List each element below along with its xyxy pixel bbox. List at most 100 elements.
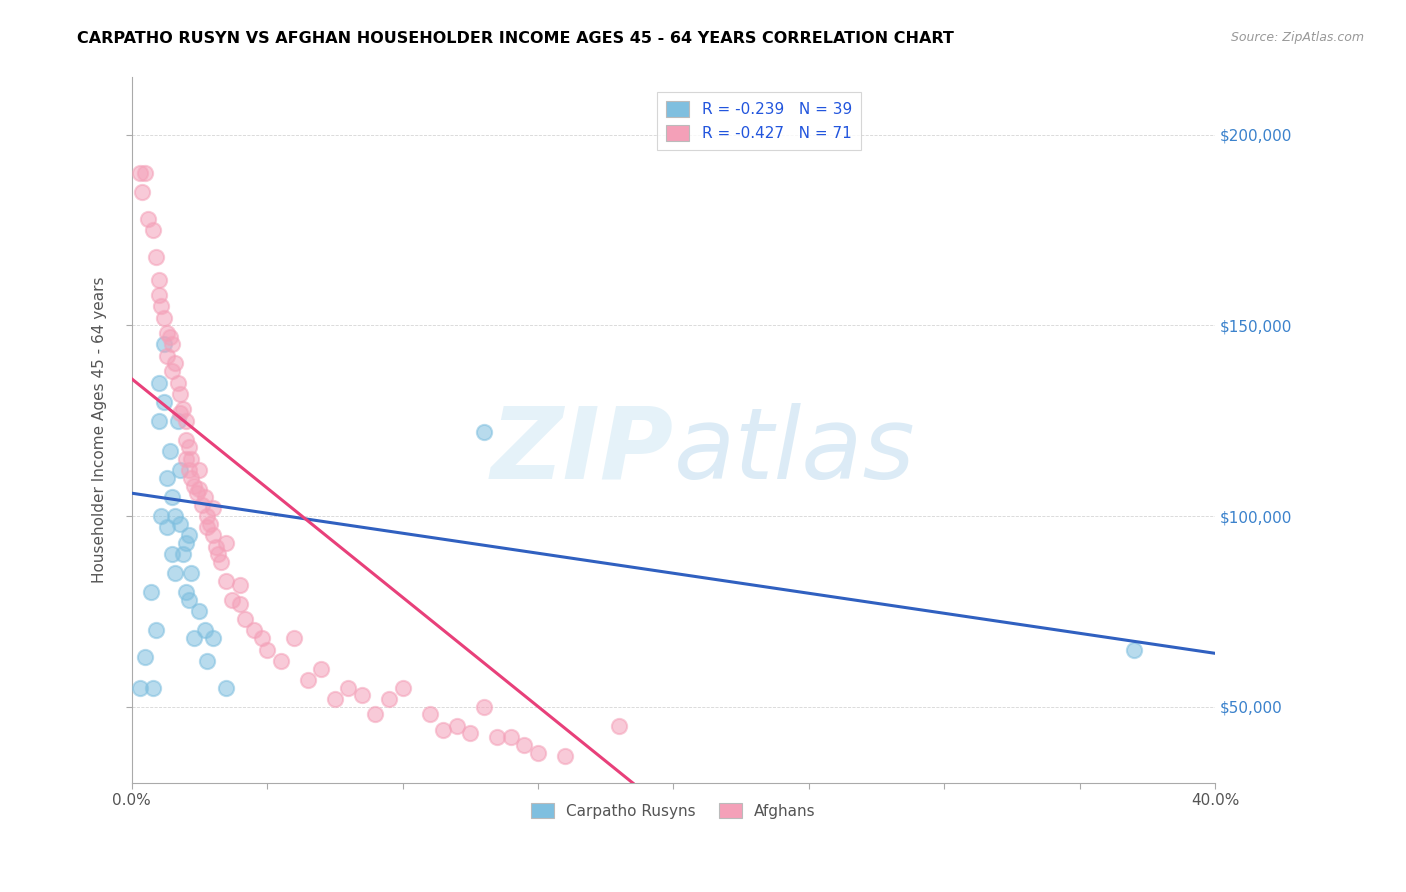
Point [162,547,184,561]
Point [209,555,232,569]
Point [201,501,224,516]
Point [527,746,550,760]
Point [242,624,264,638]
Point [204,540,226,554]
Point [235,612,257,626]
Point [150,509,173,524]
Point [323,692,346,706]
Point [283,631,305,645]
Point [134,166,156,180]
Text: CARPATHO RUSYN VS AFGHAN HOUSEHOLDER INCOME AGES 45 - 64 YEARS CORRELATION CHART: CARPATHO RUSYN VS AFGHAN HOUSEHOLDER INC… [77,31,955,46]
Text: ZIP: ZIP [491,403,673,500]
Point [180,471,202,485]
Point [215,535,238,549]
Point [156,520,179,534]
Point [177,463,200,477]
Point [554,749,576,764]
Point [183,631,205,645]
Point [364,707,387,722]
Point [148,272,170,286]
Point [215,574,238,588]
Point [128,681,150,695]
Point [207,547,229,561]
Point [169,463,191,477]
Point [166,376,188,390]
Point [446,719,468,733]
Point [159,330,181,344]
Point [607,719,630,733]
Point [194,624,217,638]
Point [174,433,197,447]
Point [180,566,202,581]
Point [186,486,208,500]
Point [200,516,222,531]
Point [256,642,278,657]
Point [297,673,319,687]
Point [159,444,181,458]
Point [162,490,184,504]
Point [142,223,165,237]
Point [499,731,522,745]
Point [145,624,167,638]
Point [311,662,333,676]
Text: Source: ZipAtlas.com: Source: ZipAtlas.com [1230,31,1364,45]
Point [163,357,186,371]
Point [148,376,170,390]
Point [472,425,495,439]
Point [153,337,176,351]
Y-axis label: Householder Income Ages 45 - 64 years: Householder Income Ages 45 - 64 years [93,277,107,583]
Point [513,738,536,752]
Legend: Carpatho Rusyns, Afghans: Carpatho Rusyns, Afghans [526,797,823,825]
Point [229,597,252,611]
Point [174,414,197,428]
Point [128,166,150,180]
Point [188,483,211,497]
Point [188,604,211,618]
Point [188,463,211,477]
Point [172,547,194,561]
Point [169,406,191,420]
Point [1123,642,1146,657]
Point [180,451,202,466]
Point [169,516,191,531]
Point [201,528,224,542]
Point [150,299,173,313]
Point [458,726,481,740]
Point [191,498,214,512]
Point [215,681,238,695]
Point [139,585,162,599]
Point [166,414,188,428]
Point [177,593,200,607]
Point [197,654,219,668]
Point [148,414,170,428]
Point [229,578,252,592]
Point [378,692,401,706]
Point [221,593,243,607]
Point [177,441,200,455]
Point [156,349,179,363]
Text: atlas: atlas [673,403,915,500]
Point [153,310,176,325]
Point [250,631,273,645]
Point [270,654,292,668]
Point [201,631,224,645]
Point [432,723,454,737]
Point [486,731,509,745]
Point [172,402,194,417]
Point [131,185,153,199]
Point [163,509,186,524]
Point [156,326,179,340]
Point [148,288,170,302]
Point [183,478,205,492]
Point [337,681,360,695]
Point [174,451,197,466]
Point [197,520,219,534]
Point [162,364,184,378]
Point [163,566,186,581]
Point [134,650,156,665]
Point [174,535,197,549]
Point [197,509,219,524]
Point [391,681,413,695]
Point [472,699,495,714]
Point [145,250,167,264]
